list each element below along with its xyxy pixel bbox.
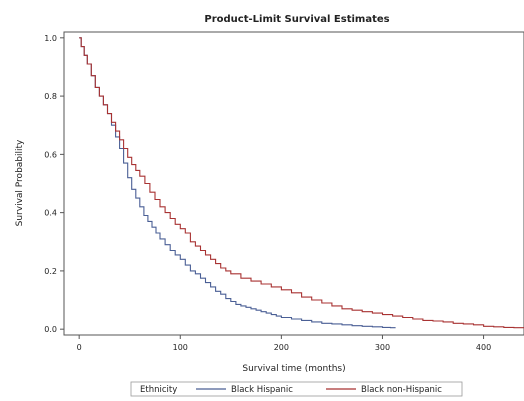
- x-axis-label: Survival time (months): [242, 364, 345, 374]
- x-tick-label: 0: [77, 343, 82, 352]
- y-tick-label: 0.8: [44, 92, 57, 101]
- legend-label: Black Hispanic: [231, 385, 293, 395]
- legend: Ethnicity Black Hispanic Black non-Hispan…: [130, 381, 463, 397]
- plot-frame: [63, 31, 524, 336]
- legend-entries: Black Hispanic Black non-Hispanic: [196, 385, 442, 395]
- chart-title: Product-Limit Survival Estimates: [204, 14, 389, 25]
- legend-label: Black non-Hispanic: [361, 385, 442, 395]
- x-axis: 0 100 200 300 400: [77, 335, 491, 352]
- y-tick-label: 0.4: [44, 209, 57, 218]
- x-tick-label: 100: [173, 343, 188, 352]
- y-tick-label: 0.2: [44, 267, 57, 276]
- legend-box: [130, 381, 463, 397]
- series-line-black-hispanic: [79, 37, 396, 329]
- x-tick-label: 200: [274, 343, 289, 352]
- y-axis-label: Survival Probability: [15, 139, 25, 226]
- y-tick-label: 0.6: [44, 150, 57, 159]
- y-tick-label: 1.0: [44, 34, 57, 43]
- series-lines: [79, 37, 524, 329]
- x-tick-label: 400: [476, 343, 491, 352]
- series-line-black-non-hispanic: [79, 37, 524, 329]
- y-tick-label: 0.0: [44, 325, 57, 334]
- x-tick-label: 300: [375, 343, 390, 352]
- legend-title: Ethnicity: [140, 385, 177, 395]
- y-axis: 0.0 0.2 0.4 0.6 0.8 1.0: [44, 34, 64, 334]
